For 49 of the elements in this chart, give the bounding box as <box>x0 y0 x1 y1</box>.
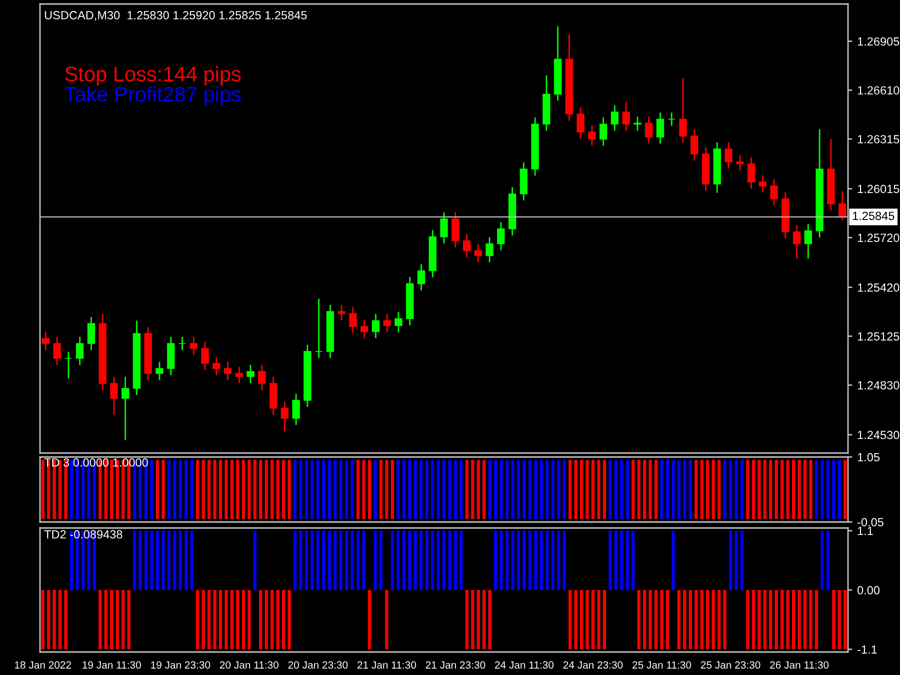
x-tick-label: 24 Jan 11:30 <box>495 661 554 669</box>
candlestick <box>440 212 448 244</box>
candlestick <box>338 304 346 321</box>
x-tick-label: 26 Jan 11:30 <box>770 661 829 669</box>
x-tick-label: 18 Jan 2022 <box>14 661 72 669</box>
x-tick-label: 24 Jan 23:30 <box>563 661 623 669</box>
y-tick-label: 1.26315 <box>858 135 900 144</box>
x-tick-label: 25 Jan 11:30 <box>632 661 692 669</box>
candlestick <box>201 341 209 371</box>
candlestick <box>724 142 732 170</box>
y-tick-label: 1.26015 <box>858 184 900 194</box>
y-tick-label: 1.05 <box>858 453 880 462</box>
text: USDCAD,M30 1.25830 1.25920 1.25825 1.25845 <box>44 11 307 21</box>
candlestick <box>110 376 118 416</box>
x-tick-label: 25 Jan 23:30 <box>700 661 760 669</box>
candlestick <box>314 298 323 359</box>
x-tick-label: 20 Jan 11:30 <box>220 661 278 669</box>
candlestick <box>679 78 687 144</box>
x-tick-label: 21 Jan 11:30 <box>357 661 416 669</box>
x-tick-label: 19 Jan 23:30 <box>151 661 210 669</box>
annotation: Take Profit287 pips <box>64 86 241 106</box>
candlestick <box>394 311 402 333</box>
y-tick-label: 1.26610 <box>858 86 900 95</box>
y-tick-label: -1.1 <box>858 645 877 654</box>
ref-line-label: 1.25845 <box>852 212 894 220</box>
y-tick-label: 1.1 <box>858 526 873 535</box>
y-tick-label: 1.25720 <box>858 234 900 242</box>
y-tick-label: 1.26905 <box>858 37 900 46</box>
candlestick <box>668 112 676 126</box>
y-tick-label: -0.05 <box>858 518 884 526</box>
candlestick <box>156 361 164 381</box>
y-tick-label: 1.24530 <box>858 430 900 440</box>
candlestick <box>770 178 778 206</box>
annotation: Stop Loss:144 pips <box>65 66 241 86</box>
candlestick <box>64 351 72 380</box>
candlestick <box>486 236 494 263</box>
candlestick <box>634 116 642 132</box>
y-tick-label: 1.24830 <box>858 381 900 390</box>
candlestick <box>246 364 254 384</box>
y-tick-label: 0.00 <box>857 586 880 594</box>
x-tick-label: 19 Jan 11:30 <box>82 661 141 669</box>
candlestick <box>178 336 186 351</box>
y-tick-label: 1.25420 <box>858 283 900 292</box>
x-tick-label: 21 Jan 23:30 <box>426 661 486 669</box>
x-tick-label: 20 Jan 23:30 <box>288 661 348 669</box>
candlestick <box>816 128 824 238</box>
y-tick-label: 1.25125 <box>858 332 900 341</box>
candlestick <box>531 116 539 176</box>
candlestick <box>349 306 357 334</box>
